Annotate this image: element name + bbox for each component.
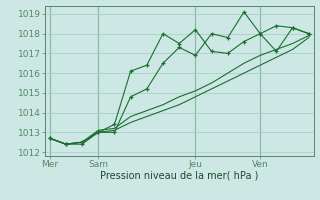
X-axis label: Pression niveau de la mer( hPa ): Pression niveau de la mer( hPa )	[100, 171, 258, 181]
